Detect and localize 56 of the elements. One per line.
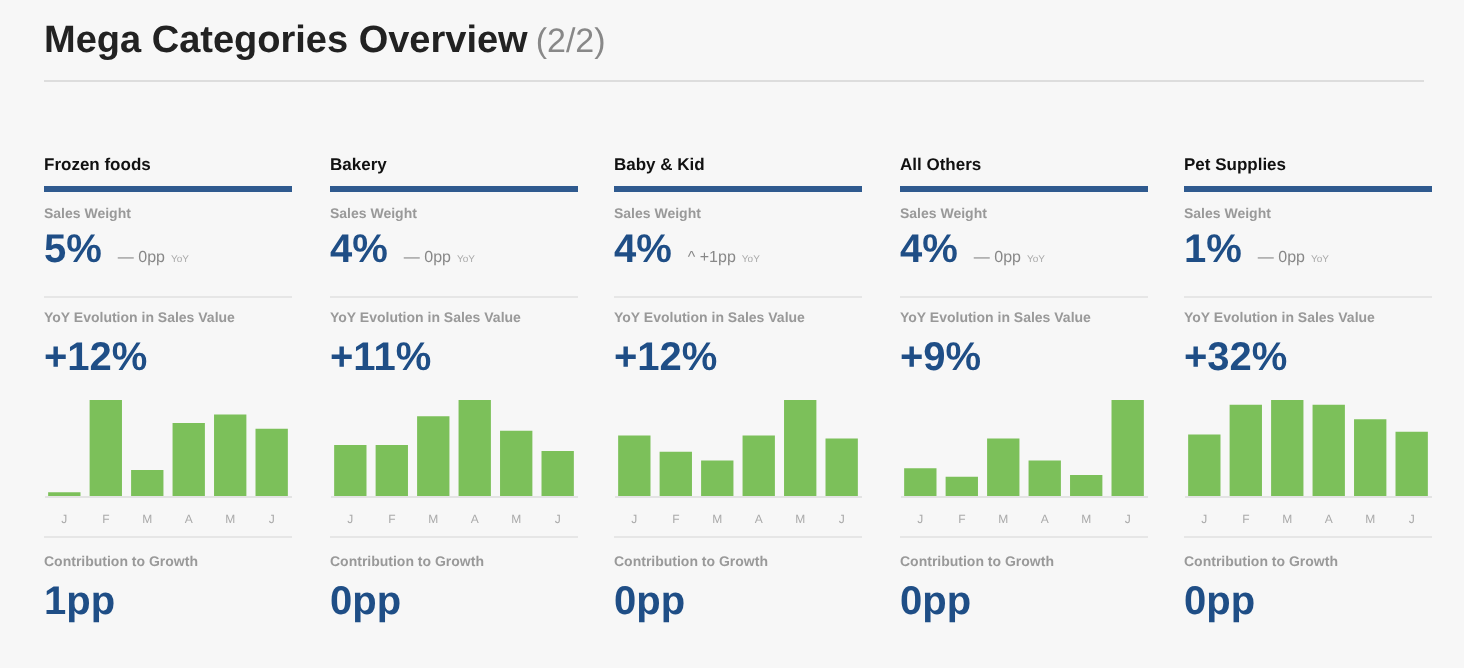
text: — 0pp bbox=[403, 248, 451, 266]
text: 4% bbox=[614, 228, 672, 272]
bar bbox=[618, 435, 651, 496]
text: +12% bbox=[44, 336, 148, 382]
chart-title: Bakery bbox=[330, 154, 387, 174]
text: 1pp bbox=[44, 580, 116, 626]
text: 4% bbox=[900, 228, 958, 272]
bar bbox=[784, 400, 817, 496]
text: +9% bbox=[900, 336, 982, 382]
bar bbox=[458, 400, 491, 496]
text: +12% bbox=[614, 336, 718, 382]
chart-title: Baby & Kid bbox=[614, 154, 705, 174]
text: 0pp bbox=[900, 580, 972, 626]
text: +32% bbox=[1184, 336, 1288, 382]
bar bbox=[89, 400, 122, 496]
text: 0pp bbox=[330, 580, 402, 626]
bar bbox=[1111, 400, 1144, 496]
text: 0pp bbox=[1184, 580, 1256, 626]
chart-title: Pet Supplies bbox=[1184, 154, 1287, 174]
bar bbox=[904, 468, 937, 496]
bar bbox=[172, 423, 205, 496]
bar bbox=[945, 476, 978, 496]
bar bbox=[701, 460, 734, 496]
bar bbox=[659, 451, 692, 496]
text: 5% bbox=[44, 228, 102, 272]
bar bbox=[214, 414, 247, 496]
bar bbox=[334, 445, 367, 496]
chart-title: All Others bbox=[900, 154, 982, 174]
text: Mega Categories Overview bbox=[44, 20, 528, 62]
text: 4% bbox=[330, 228, 388, 272]
bar bbox=[500, 430, 533, 496]
chart-title: Frozen foods bbox=[44, 154, 151, 174]
text: (2/2) bbox=[535, 22, 606, 60]
text: — 0pp bbox=[117, 248, 165, 266]
bar bbox=[1188, 434, 1221, 496]
bar bbox=[742, 435, 775, 496]
bar bbox=[541, 450, 574, 496]
bar bbox=[1070, 474, 1103, 496]
text: 0pp bbox=[614, 580, 686, 626]
bar bbox=[131, 470, 164, 496]
bar bbox=[987, 438, 1020, 496]
bar bbox=[1395, 431, 1428, 496]
text: — 0pp bbox=[1257, 248, 1305, 266]
bar bbox=[255, 428, 288, 496]
bar bbox=[1028, 460, 1061, 496]
bar bbox=[1271, 400, 1304, 496]
bar bbox=[1354, 419, 1387, 496]
bar bbox=[417, 416, 450, 496]
bar bbox=[825, 438, 858, 496]
bar bbox=[1312, 404, 1345, 496]
text: 1% bbox=[1184, 228, 1242, 272]
text: — 0pp bbox=[973, 248, 1021, 266]
text: +11% bbox=[330, 336, 432, 382]
bar bbox=[1229, 404, 1262, 496]
bar bbox=[375, 445, 408, 496]
text: ^ +1pp bbox=[687, 248, 736, 266]
